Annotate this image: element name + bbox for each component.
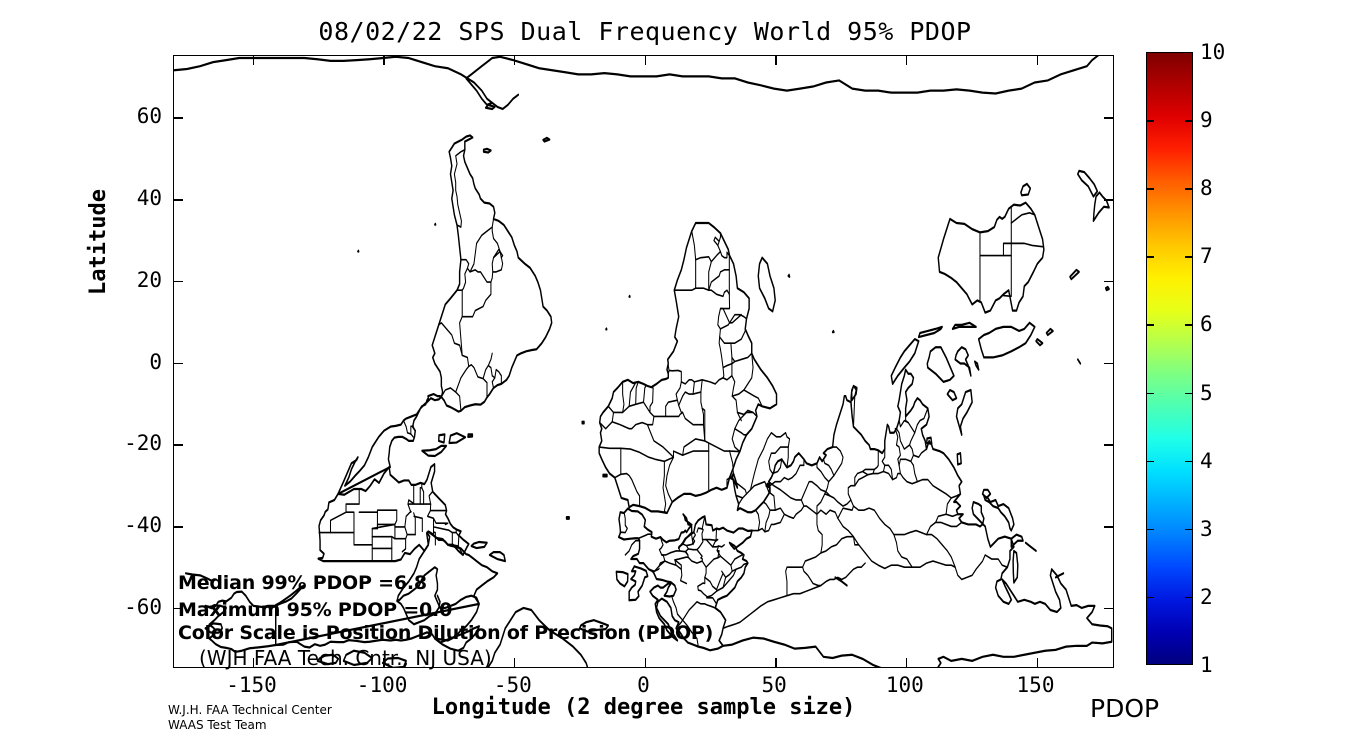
x-tick-label-50: 50	[761, 673, 787, 697]
footer-line-2: WAAS Test Team	[168, 718, 267, 732]
annotation-median-pdop: Median 99% PDOP =6.8	[178, 572, 427, 594]
x-tick-top-m100	[383, 56, 385, 65]
x-tick-m100	[383, 658, 385, 667]
colorbar-title: PDOP	[1090, 694, 1160, 723]
y-tick-label-20: 20	[136, 267, 162, 292]
annotation-colorscale-note: Color Scale is Position Dilution of Prec…	[178, 622, 714, 644]
x-tick-label-0: 0	[637, 673, 650, 697]
x-tick-top-50	[775, 56, 777, 65]
y-tick-label-m20: -20	[124, 431, 162, 456]
y-tick-0	[174, 362, 183, 365]
x-tick-label-m50: -50	[493, 673, 532, 697]
x-tick-top-m150	[252, 56, 255, 65]
y-tick-right-m40	[1104, 526, 1113, 528]
y-tick-right-m20	[1104, 444, 1113, 446]
colorbar-tick-right-2	[1185, 596, 1193, 599]
x-tick-label-100: 100	[885, 673, 924, 697]
colorbar-tick-left-5	[1146, 392, 1154, 395]
colorbar-tick-right-4	[1185, 460, 1193, 463]
colorbar-label-9: 9	[1200, 108, 1213, 133]
y-tick-label-60: 60	[136, 104, 162, 129]
colorbar-tick-left-3	[1146, 528, 1154, 531]
colorbar-tick-right-8	[1185, 188, 1193, 190]
colorbar-label-4: 4	[1200, 448, 1213, 473]
colorbar-label-2: 2	[1200, 584, 1213, 609]
colorbar-label-5: 5	[1200, 380, 1213, 405]
colorbar-tick-right-5	[1185, 392, 1193, 395]
y-tick-right-20	[1104, 280, 1113, 283]
colorbar-label-10: 10	[1200, 40, 1226, 64]
y-tick-m60	[174, 607, 183, 610]
y-tick-right-0	[1104, 362, 1113, 365]
annotation-organization: (WJH FAA Tech. Cntr., NJ USA)	[199, 646, 492, 670]
x-tick-m150	[252, 658, 255, 667]
x-tick-top-0	[644, 56, 647, 65]
x-tick-100	[905, 658, 908, 667]
colorbar-tick-left-9	[1146, 120, 1154, 122]
x-tick-m50	[513, 658, 516, 667]
x-tick-150	[1036, 658, 1039, 667]
y-tick-label-0: 0	[149, 349, 162, 374]
y-tick-label-m60: -60	[124, 594, 162, 619]
y-tick-label-40: 40	[136, 186, 162, 210]
colorbar-label-3: 3	[1200, 516, 1213, 541]
y-tick-20	[174, 280, 183, 283]
annotation-maximum-pdop: Maximum 95% PDOP =0.0	[178, 599, 453, 621]
colorbar-label-7: 7	[1200, 244, 1213, 269]
x-tick-top-150	[1036, 56, 1039, 65]
footer-line-1: W.J.H. FAA Technical Center	[168, 703, 332, 717]
x-tick-label-m100: -100	[356, 673, 408, 697]
colorbar-tick-left-6	[1146, 324, 1154, 326]
colorbar-label-8: 8	[1200, 176, 1213, 201]
x-tick-label-150: 150	[1016, 673, 1055, 697]
y-axis-title: Latitude	[86, 189, 111, 295]
y-tick-m40	[174, 526, 183, 528]
y-tick-60	[174, 117, 183, 119]
colorbar: 10 9 8 7 6 5 4 3 2 1	[1146, 40, 1225, 677]
colorbar-tick-right-6	[1185, 324, 1193, 326]
colorbar-tick-right-7	[1185, 256, 1193, 258]
colorbar-label-6: 6	[1200, 312, 1213, 337]
x-tick-top-m50	[513, 56, 516, 65]
colorbar-gradient	[1146, 52, 1193, 665]
map-plot-area	[173, 55, 1114, 668]
colorbar-tick-left-7	[1146, 256, 1154, 258]
colorbar-label-1: 1	[1200, 653, 1213, 677]
x-tick-label-m150: -150	[226, 673, 277, 697]
y-tick-right-40	[1104, 199, 1113, 201]
colorbar-tick-left-4	[1146, 460, 1154, 463]
colorbar-tick-left-2	[1146, 596, 1154, 599]
y-tick-40	[174, 199, 183, 201]
colorbar-tick-left-8	[1146, 188, 1154, 190]
footer-credit: W.J.H. FAA Technical Center WAAS Test Te…	[168, 703, 332, 733]
y-tick-right-m60	[1104, 607, 1113, 610]
world-map-outlines	[174, 56, 1113, 667]
page-title: 08/02/22 SPS Dual Frequency World 95% PD…	[318, 17, 972, 46]
x-tick-50	[775, 658, 777, 667]
y-tick-label-m40: -40	[124, 513, 162, 537]
y-tick-right-60	[1104, 117, 1113, 119]
x-tick-0	[644, 658, 647, 667]
x-tick-top-100	[905, 56, 908, 65]
colorbar-tick-right-3	[1185, 528, 1193, 531]
x-axis-title: Longitude (2 degree sample size)	[431, 695, 856, 720]
y-tick-m20	[174, 444, 183, 446]
colorbar-tick-right-9	[1185, 120, 1193, 122]
